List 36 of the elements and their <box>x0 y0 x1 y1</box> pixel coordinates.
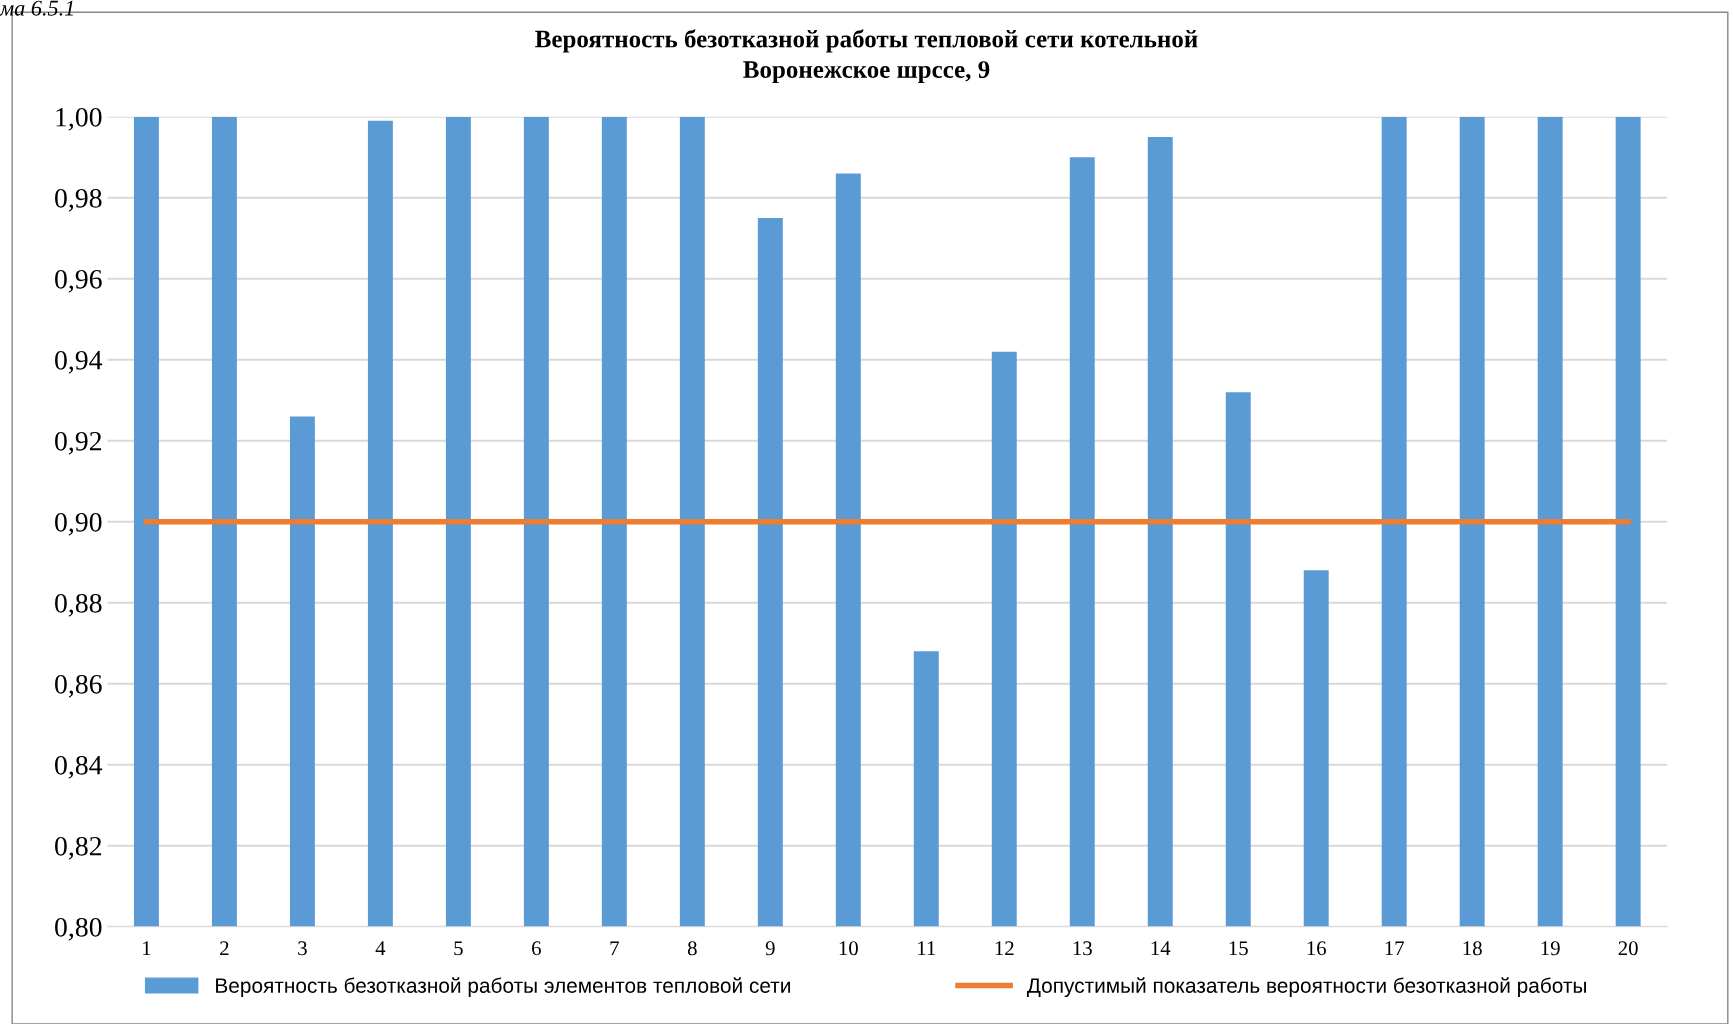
x-tick-label: 10 <box>839 941 858 956</box>
chart-subtitle: Воронежское шрссе, 9 <box>743 61 990 84</box>
y-tick-label: 0,90 <box>55 512 102 536</box>
chart-title: Вероятность безотказной работы тепловой сети котельной <box>535 29 1198 53</box>
x-tick-label: 14 <box>1151 941 1171 956</box>
y-tick-label: 0,80 <box>55 917 102 941</box>
legend-label: Вероятность безотказной работы элементов тепловой сети <box>216 977 790 998</box>
x-tick-label: 6 <box>532 941 541 956</box>
y-tick-label: 0,98 <box>55 188 102 212</box>
text: ма 6.5.1 <box>0 0 73 16</box>
x-tick-label: 11 <box>918 941 936 956</box>
x-tick-label: 12 <box>995 941 1014 956</box>
x-tick-label: 16 <box>1307 941 1327 956</box>
legend-label: Допустимый показатель вероятности безотказной работы <box>1026 977 1586 998</box>
x-tick-label: 19 <box>1541 941 1560 956</box>
y-tick-label: 0,96 <box>55 269 102 293</box>
x-tick-label: 18 <box>1463 941 1482 956</box>
x-tick-label: 1 <box>143 941 151 956</box>
y-tick-label: 0,94 <box>55 350 103 374</box>
y-tick-label: 0,84 <box>55 755 103 779</box>
y-tick-label: 0,92 <box>55 431 102 455</box>
y-tick-label: 0,82 <box>55 836 102 860</box>
x-tick-label: 7 <box>610 941 619 956</box>
x-tick-label: 3 <box>298 941 307 956</box>
x-tick-label: 4 <box>375 941 386 956</box>
x-tick-label: 17 <box>1385 941 1405 956</box>
x-tick-label: 2 <box>220 941 229 956</box>
x-tick-label: 9 <box>765 941 775 956</box>
x-tick-label: 20 <box>1618 941 1638 956</box>
x-tick-label: 15 <box>1229 941 1248 956</box>
x-tick-label: 8 <box>687 941 697 956</box>
y-tick-label: 0,88 <box>55 593 102 617</box>
y-tick-label: 0,86 <box>55 674 102 698</box>
x-tick-label: 13 <box>1073 941 1092 956</box>
y-tick-label: 1,00 <box>56 107 102 131</box>
x-tick-label: 5 <box>454 941 463 956</box>
